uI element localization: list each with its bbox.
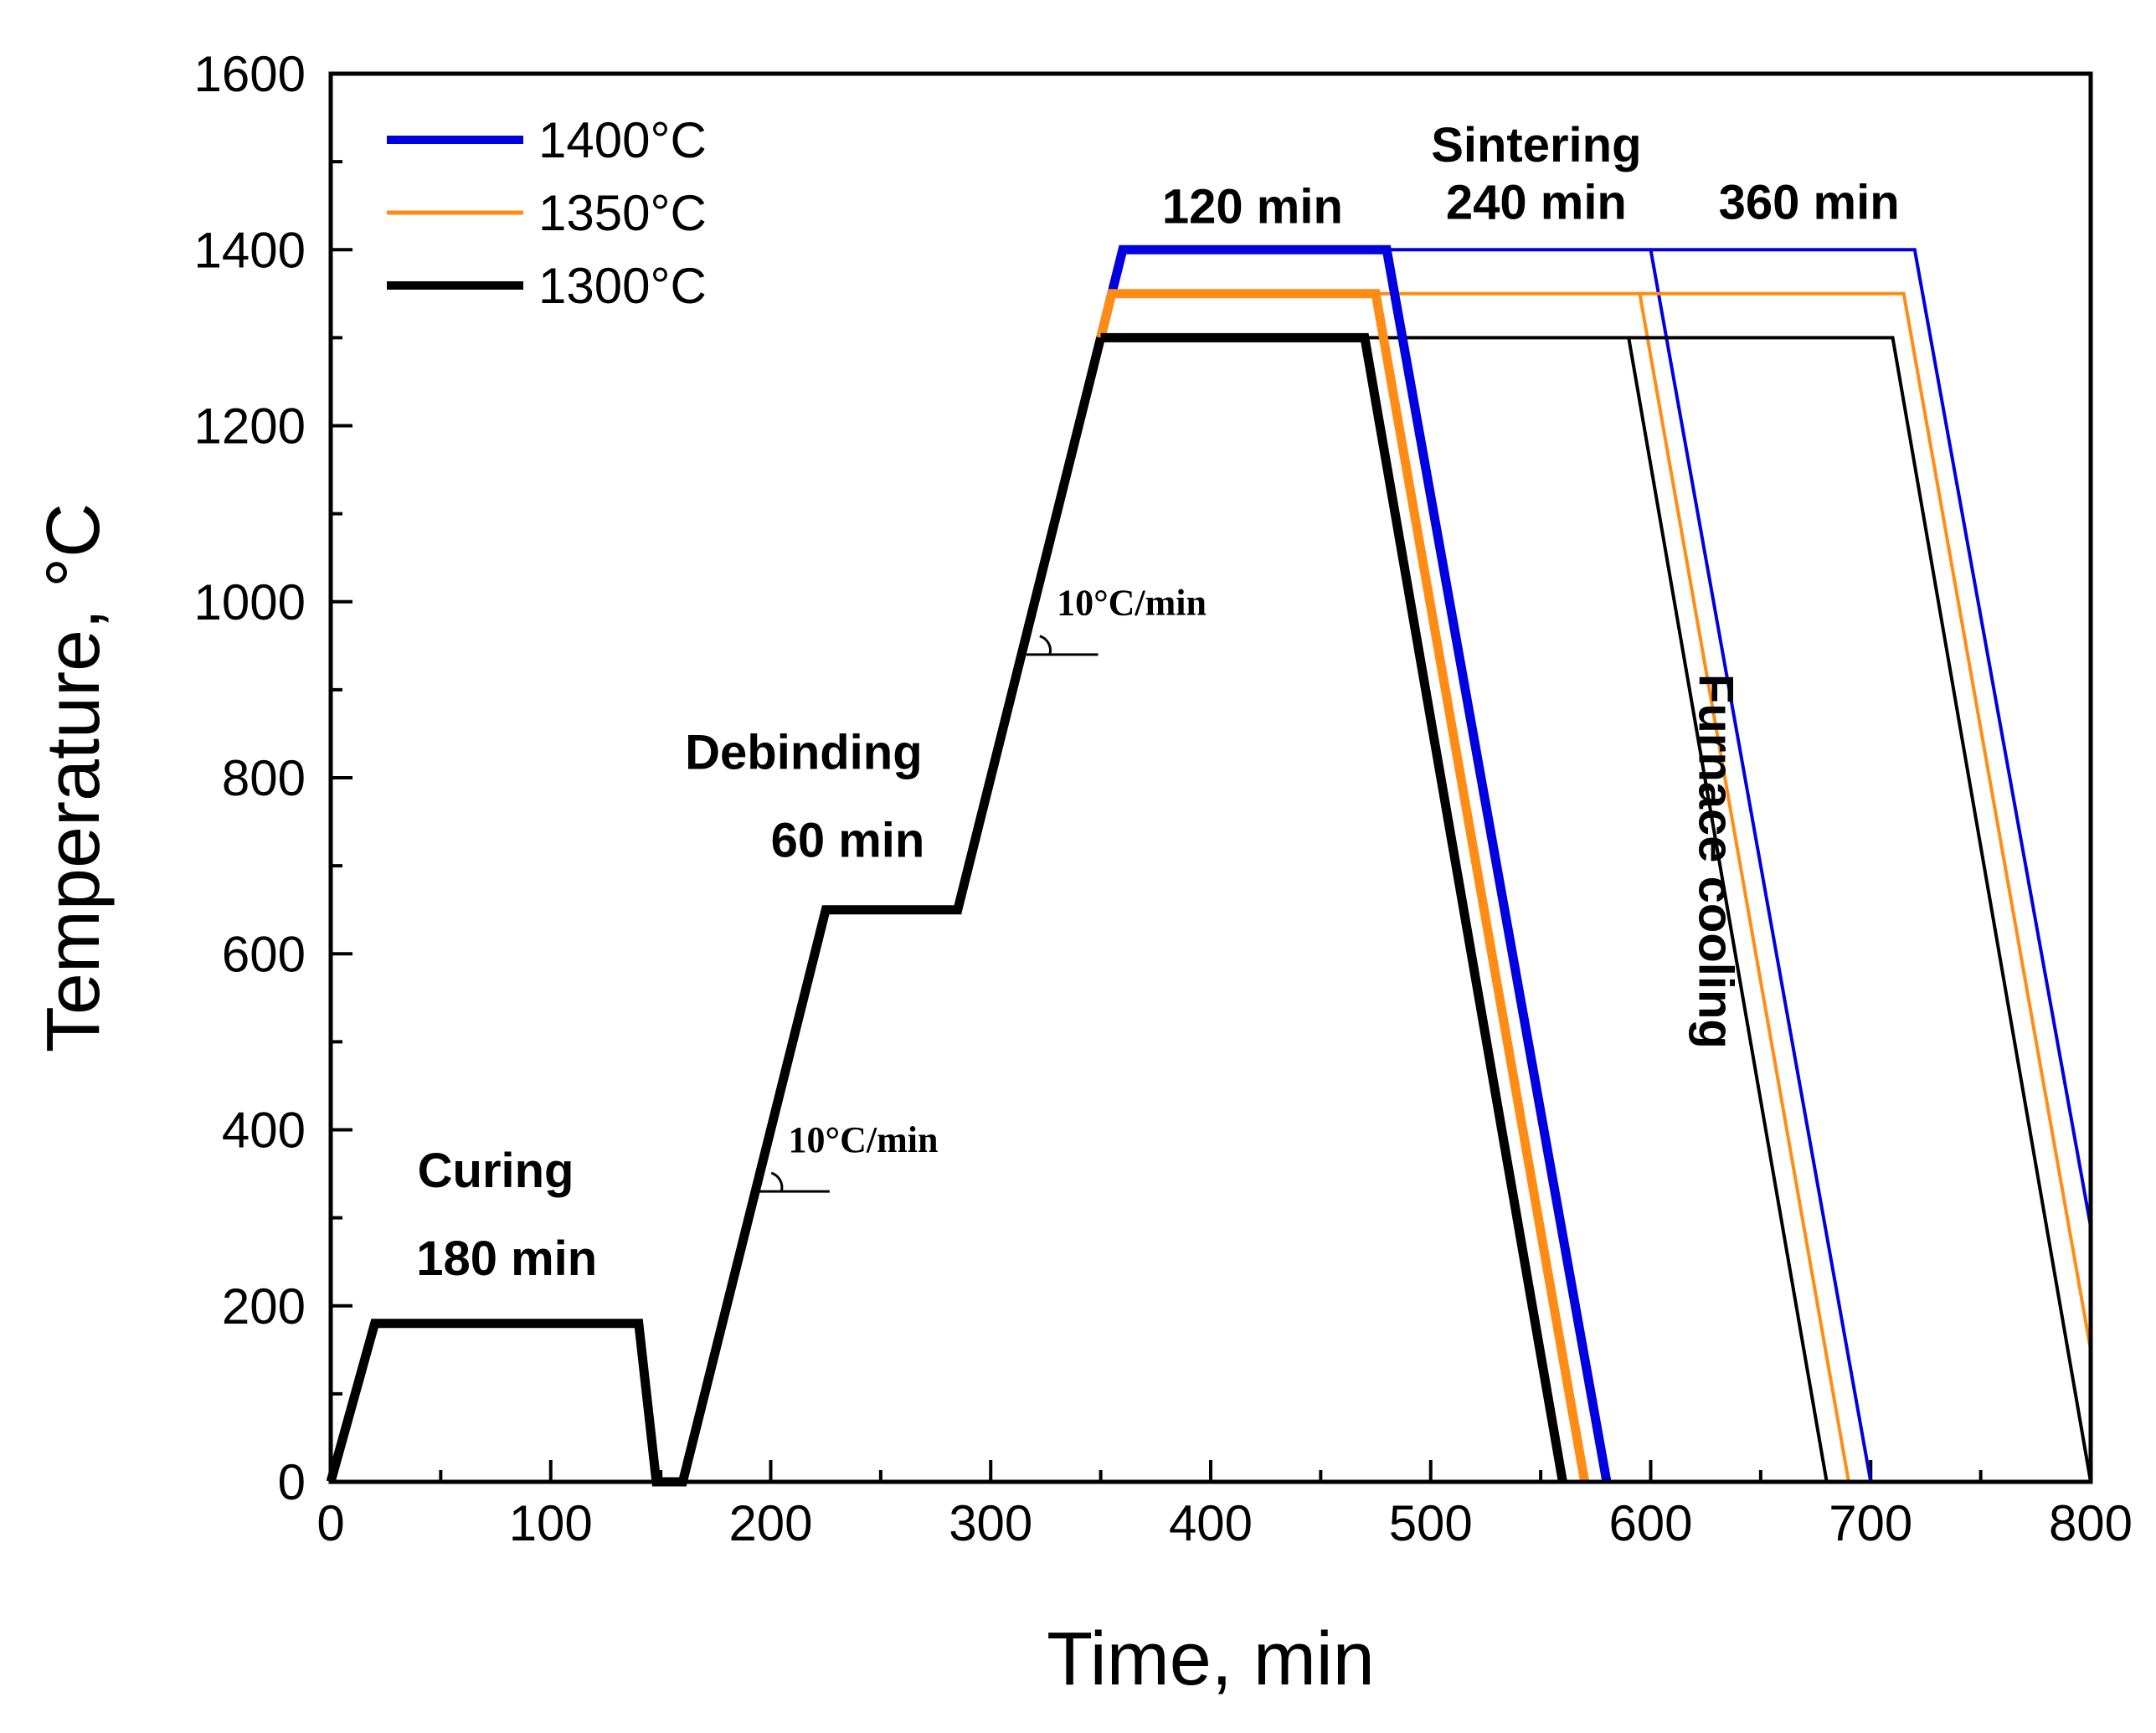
annotation-slope-upper: 10°C/min	[1057, 583, 1207, 624]
y-tick-label: 1200	[194, 399, 306, 455]
annotation-furnace-cooling: Furnace cooling	[1688, 674, 1742, 1049]
y-tick-label: 400	[222, 1103, 306, 1159]
y-tick-label: 200	[222, 1278, 306, 1334]
y-tick-label: 1000	[194, 574, 306, 630]
annotation-sintering-120: 120 min	[1162, 180, 1343, 234]
x-axis-title: Time, min	[1047, 1617, 1375, 1701]
x-tick-label: 300	[949, 1495, 1032, 1551]
annotation-curing-label: Curing	[418, 1144, 574, 1198]
x-tick-label: 100	[509, 1495, 593, 1551]
annotations: Curing 180 min Debinding 60 min Sintering 120…	[416, 118, 1899, 1286]
y-tick-label: 1600	[194, 46, 306, 102]
x-tick-label: 800	[2049, 1495, 2133, 1551]
x-tick-label: 0	[316, 1495, 344, 1551]
x-tick-label: 400	[1169, 1495, 1253, 1551]
series-line	[1376, 291, 1850, 1483]
annotation-debinding-duration: 60 min	[771, 814, 925, 868]
annotation-sintering-240: 240 min	[1446, 175, 1627, 229]
series-lines	[326, 244, 2092, 1487]
plot-area-frame	[328, 71, 2093, 1484]
series-line	[1100, 332, 1567, 1483]
x-tick-label: 500	[1389, 1495, 1473, 1551]
slope-marker-arc	[770, 1171, 784, 1192]
series-line	[326, 337, 1105, 1487]
x-tick-label: 600	[1608, 1495, 1692, 1551]
annotation-sintering-label: Sintering	[1431, 118, 1641, 172]
annotation-debinding-label: Debinding	[685, 725, 923, 779]
series-line	[1096, 289, 1590, 1483]
annotation-curing-duration: 180 min	[416, 1232, 597, 1286]
y-tick-label: 600	[222, 926, 306, 982]
y-tick-label: 1400	[194, 222, 306, 278]
y-tick-label: 0	[278, 1454, 306, 1510]
series-line	[1639, 291, 2092, 1350]
series-line	[1650, 248, 2092, 1227]
slope-marker-arc	[1039, 635, 1052, 656]
series-line	[1629, 336, 2092, 1483]
y-axis-title: Temperature, °C	[32, 503, 116, 1052]
legend-label: 1400°C	[538, 112, 707, 168]
annotation-slope-lower: 10°C/min	[789, 1119, 939, 1160]
annotation-sintering-360: 360 min	[1719, 175, 1900, 229]
x-tick-label: 200	[728, 1495, 812, 1551]
legend-label: 1350°C	[538, 185, 707, 241]
slope-markers	[758, 635, 1099, 1193]
x-tick-label: 700	[1829, 1495, 1912, 1551]
y-tick-label: 800	[222, 750, 306, 806]
legend-label: 1300°C	[538, 258, 707, 314]
tick-labels: 0 100 200 300 400 500 600 700 800 0 200 400 600 800 10…	[194, 46, 2133, 1551]
legend: 1400°C 1350°C 1300°C	[387, 112, 707, 314]
